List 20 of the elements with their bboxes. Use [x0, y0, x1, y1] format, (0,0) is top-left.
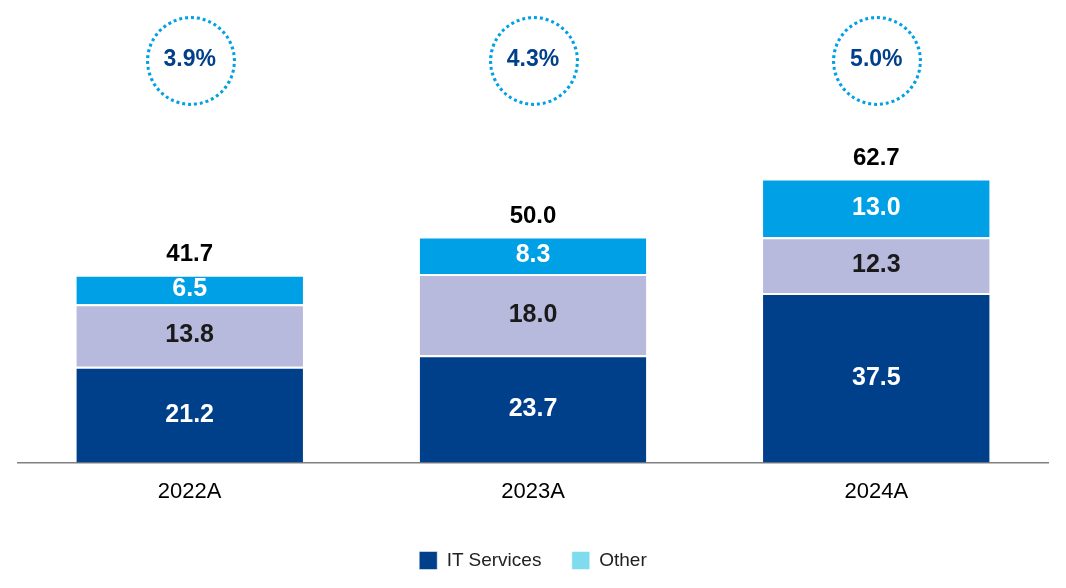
- data-label: 21.2: [165, 398, 214, 427]
- data-label: 12.3: [852, 249, 901, 278]
- text: 5.0%: [850, 45, 903, 72]
- x-tick-label: 2023A: [501, 477, 566, 503]
- data-label: 8.3: [515, 239, 551, 268]
- data-label: 18.0: [508, 298, 558, 327]
- legend-label: Other: [599, 548, 648, 570]
- x-tick-label: 2024A: [844, 477, 909, 503]
- total-label: 62.7: [852, 143, 900, 171]
- data-label: 37.5: [852, 361, 901, 390]
- data-label: 13.0: [852, 191, 901, 220]
- data-label: 23.7: [508, 392, 558, 421]
- x-tick-label: 2022A: [157, 477, 222, 503]
- total-label: 50.0: [509, 201, 557, 229]
- text: 3.9%: [163, 45, 216, 72]
- data-label: 13.8: [165, 319, 215, 348]
- data-label: 6.5: [172, 273, 208, 302]
- total-label: 41.7: [166, 239, 214, 267]
- text: 4.3%: [506, 45, 560, 72]
- legend-label: IT Services: [446, 548, 542, 570]
